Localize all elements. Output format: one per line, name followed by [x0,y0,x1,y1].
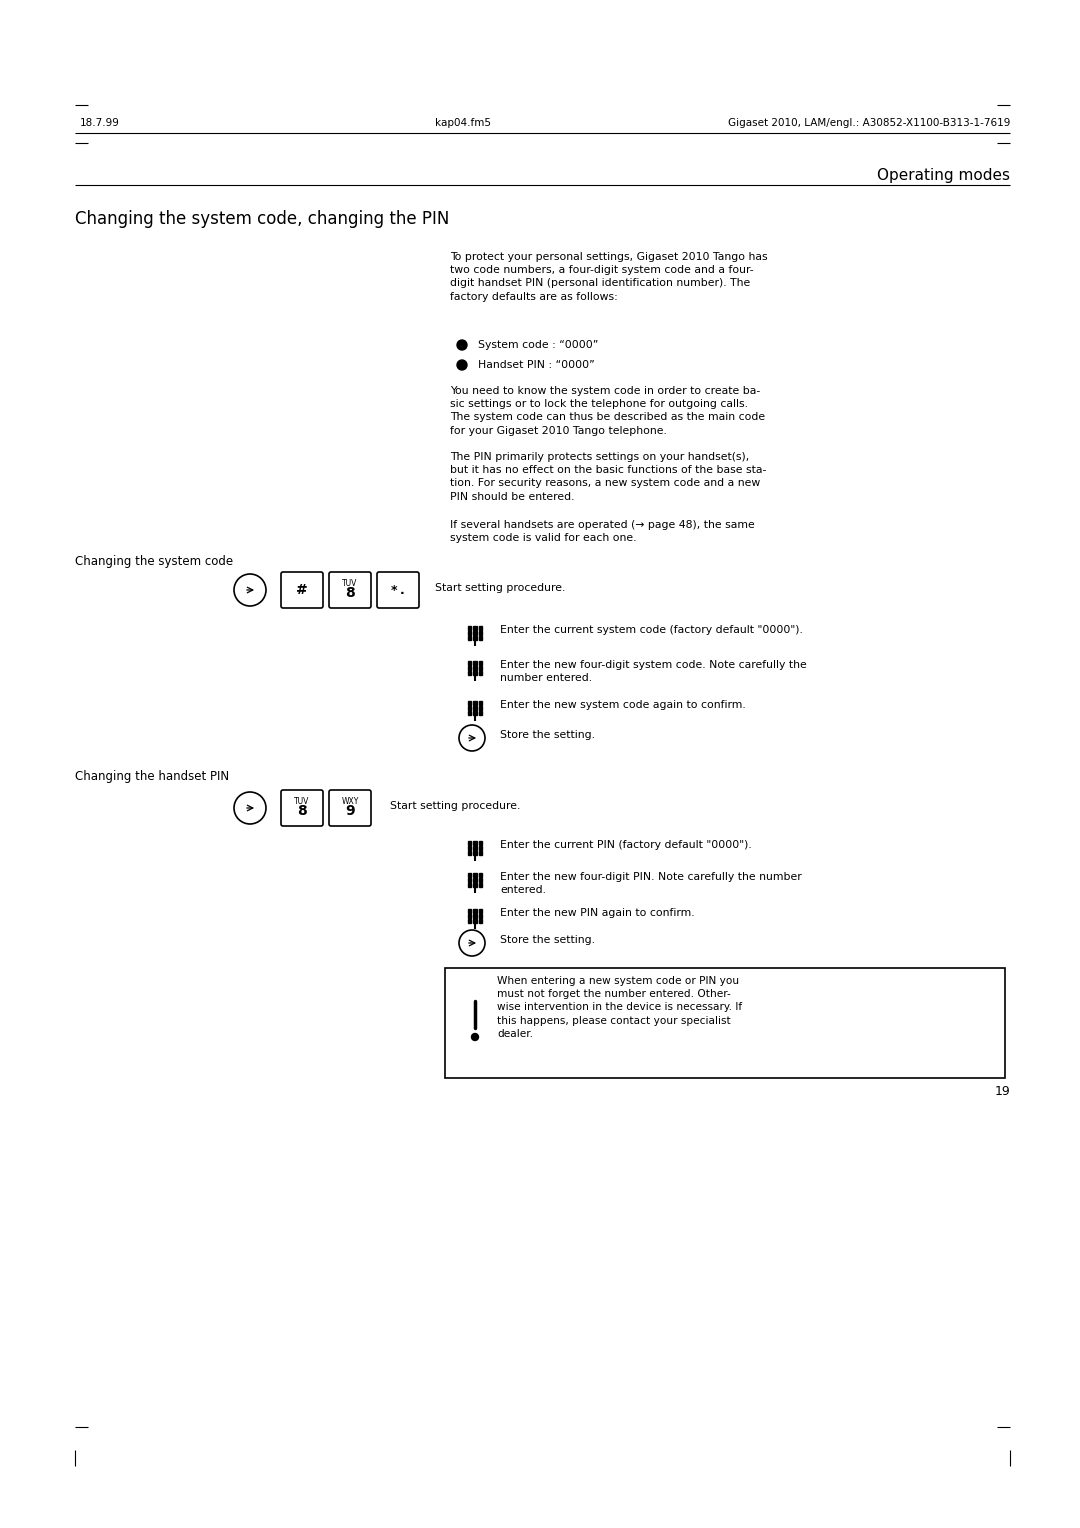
Bar [478,851,483,854]
Text: You need to know the system code in order to create ba-
sic settings or to lock : You need to know the system code in orde… [450,387,765,435]
Text: Changing the system code, changing the PIN: Changing the system code, changing the P… [75,209,449,228]
Bar [473,847,476,850]
Text: Gigaset 2010, LAM/engl.: A30852-X1100-B313-1-7619: Gigaset 2010, LAM/engl.: A30852-X1100-B3… [728,118,1010,128]
Text: TUV: TUV [342,579,357,587]
Text: 8: 8 [346,587,355,601]
FancyBboxPatch shape [281,571,323,608]
Text: If several handsets are operated (→ page 48), the same
system code is valid for : If several handsets are operated (→ page… [450,520,755,542]
Text: System code : “0000”: System code : “0000” [478,341,598,350]
Circle shape [457,361,467,370]
Bar [468,671,471,675]
FancyBboxPatch shape [377,571,419,608]
Bar [473,920,476,923]
Text: Handset PIN : “0000”: Handset PIN : “0000” [478,361,595,370]
Text: To protect your personal settings, Gigaset 2010 Tango has
two code numbers, a fo: To protect your personal settings, Gigas… [450,252,768,301]
Bar [473,711,476,715]
Text: Operating modes: Operating modes [877,168,1010,183]
Text: 9: 9 [346,804,355,817]
Bar [473,636,476,640]
Text: WXY: WXY [341,796,359,805]
Bar [473,706,476,709]
Text: Start setting procedure.: Start setting procedure. [435,584,565,593]
Text: Enter the new system code again to confirm.: Enter the new system code again to confi… [500,700,746,711]
Text: 19: 19 [995,1085,1010,1099]
Text: 8: 8 [297,804,307,817]
Bar [473,666,476,669]
Bar [468,920,471,923]
Bar [468,666,471,669]
Text: TUV: TUV [295,796,310,805]
FancyBboxPatch shape [329,790,372,827]
Text: Enter the new four-digit PIN. Note carefully the number
entered.: Enter the new four-digit PIN. Note caref… [500,872,801,895]
Bar [468,636,471,640]
Bar [473,701,476,704]
Bar [478,920,483,923]
Bar [468,711,471,715]
Circle shape [472,1033,478,1041]
Bar [473,842,476,845]
Bar [468,842,471,845]
Text: Store the setting.: Store the setting. [500,730,595,740]
Bar [468,883,471,886]
Text: * .: * . [391,584,405,596]
FancyBboxPatch shape [281,790,323,827]
Bar [473,851,476,854]
Bar [473,872,476,877]
Bar [478,847,483,850]
Bar [478,701,483,704]
Text: The PIN primarily protects settings on your handset(s),
but it has no effect on : The PIN primarily protects settings on y… [450,452,767,501]
Bar [468,662,471,665]
Circle shape [457,341,467,350]
Bar [468,872,471,877]
Bar [478,879,483,882]
Text: Enter the current system code (factory default "0000").: Enter the current system code (factory d… [500,625,802,636]
Bar [478,872,483,877]
Bar [473,909,476,912]
Bar [468,631,471,634]
Bar [468,626,471,630]
Bar [473,631,476,634]
Bar [468,914,471,918]
Bar [478,909,483,912]
Bar [445,969,1005,1077]
Bar [473,626,476,630]
Bar [478,706,483,709]
Bar [468,879,471,882]
Text: #: # [296,584,308,597]
Bar [478,662,483,665]
Text: Enter the current PIN (factory default "0000").: Enter the current PIN (factory default "… [500,840,752,850]
Bar [473,671,476,675]
Text: Changing the handset PIN: Changing the handset PIN [75,770,229,782]
Text: Changing the system code: Changing the system code [75,555,233,568]
Text: When entering a new system code or PIN you
must not forget the number entered. O: When entering a new system code or PIN y… [497,976,742,1039]
Bar [478,631,483,634]
Bar [473,662,476,665]
Bar [468,847,471,850]
Bar [478,626,483,630]
Text: Enter the new PIN again to confirm.: Enter the new PIN again to confirm. [500,908,694,918]
Text: Enter the new four-digit system code. Note carefully the
number entered.: Enter the new four-digit system code. No… [500,660,807,683]
FancyBboxPatch shape [329,571,372,608]
Bar [478,883,483,886]
Bar [468,706,471,709]
Bar [478,842,483,845]
Text: Start setting procedure.: Start setting procedure. [390,801,521,811]
Bar [478,671,483,675]
Bar [468,851,471,854]
Bar [478,914,483,918]
Bar [473,914,476,918]
Bar [473,879,476,882]
Bar [468,909,471,912]
Bar [468,701,471,704]
Text: 18.7.99: 18.7.99 [80,118,120,128]
Bar [473,883,476,886]
Bar [478,636,483,640]
Bar [478,666,483,669]
Text: Store the setting.: Store the setting. [500,935,595,944]
Bar [478,711,483,715]
Text: kap04.fm5: kap04.fm5 [435,118,491,128]
